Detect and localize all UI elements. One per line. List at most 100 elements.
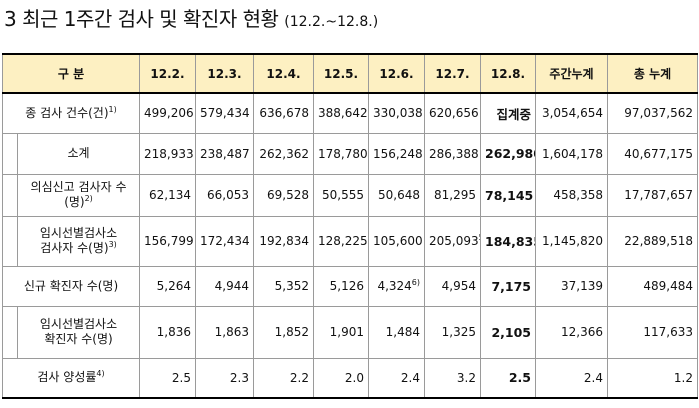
header-date: 12.5. [313, 53, 370, 94]
table-cell-weekly: 458,358 [535, 173, 609, 217]
table-cell: 178,780 [313, 132, 370, 175]
header-date: 12.4. [253, 53, 315, 94]
table-cell: 579,434 [195, 92, 255, 134]
table-cell-total: 17,787,657 [607, 173, 699, 217]
footnote-marker: 5) [479, 233, 480, 242]
table-cell: 105,600 [368, 215, 426, 267]
table-cell-total: 117,633 [607, 305, 699, 359]
table-cell: 5,352 [253, 265, 315, 307]
table-cell: 2.0 [313, 357, 370, 399]
table-cell: 66,053 [195, 173, 255, 217]
table-cell-weekly: 2.4 [535, 357, 609, 399]
table-cell: 5,126 [313, 265, 370, 307]
footnote-marker: 1) [108, 104, 117, 114]
table-cell: 184,835 [480, 215, 537, 267]
table-row: 신규 확진자 수(명) 5,264 4,944 5,352 5,126 4,32… [1, 265, 699, 307]
header-date: 12.3. [195, 53, 255, 94]
table-cell: 1,484 [368, 305, 426, 359]
indent-cell [2, 173, 18, 217]
table-cell: 2.5 [480, 357, 537, 399]
table-cell: 4,944 [195, 265, 255, 307]
header-weekly-total: 주간누계 [535, 53, 609, 94]
table-cell: 69,528 [253, 173, 315, 217]
row-label: 신규 확진자 수(명) [1, 265, 141, 307]
table-cell: 238,487 [195, 132, 255, 175]
title-period: (12.2.~12.8.) [284, 14, 379, 30]
header-date: 12.8. [480, 53, 537, 94]
table-cell: 78,145 [480, 173, 537, 217]
table-row: 검사 양성률4) 2.5 2.3 2.2 2.0 2.4 3.2 2.5 2.4… [1, 357, 699, 399]
table-cell: 62,134 [139, 173, 197, 217]
table-cell: 636,678 [253, 92, 315, 134]
table-row: 종 검사 건수(건)1) 499,206 579,434 636,678 388… [1, 92, 699, 134]
page-title: 3 최근 1주간 검사 및 확진자 현황 (12.2.~12.8.) [4, 4, 378, 34]
table-cell: 262,362 [253, 132, 315, 175]
footnote-marker: 6) [411, 278, 421, 287]
table-cell: 5,264 [139, 265, 197, 307]
table-row: 임시선별검사소 검사자 수(명)3) 156,799 172,434 192,83… [2, 215, 699, 267]
table-cell-weekly: 1,145,820 [535, 215, 609, 267]
table-header-row: 구 분 12.2. 12.3. 12.4. 12.5. 12.6. 12.7. … [1, 53, 699, 94]
table-cell-total: 1.2 [607, 357, 699, 399]
row-label: 종 검사 건수(건)1) [1, 92, 141, 134]
table-cell: 218,933 [139, 132, 197, 175]
table-cell: 330,038 [368, 92, 426, 134]
table-cell: 156,248 [368, 132, 426, 175]
table-cell: 7,175 [480, 265, 537, 307]
table-cell: 50,555 [313, 173, 370, 217]
table-row: 의심신고 검사자 수 (명)2) 62,134 66,053 69,528 50,… [2, 173, 699, 217]
table-cell: 1,836 [139, 305, 197, 359]
table-cell: 1,901 [313, 305, 370, 359]
table-cell: 2.3 [195, 357, 255, 399]
table-cell-weekly: 1,604,178 [535, 132, 609, 175]
indent-cell [2, 132, 18, 175]
header-date: 12.2. [139, 53, 197, 94]
table-cell: 172,434 [195, 215, 255, 267]
table-cell: 156,799 [139, 215, 197, 267]
table-cell-weekly: 37,139 [535, 265, 609, 307]
title-main: 3 최근 1주간 검사 및 확진자 현황 [4, 7, 279, 31]
table-cell-total: 22,889,518 [607, 215, 699, 267]
table-cell: 2.5 [139, 357, 197, 399]
table-cell: 집계중 [480, 92, 537, 134]
table-cell: 192,834 [253, 215, 315, 267]
table-cell-weekly: 3,054,654 [535, 92, 609, 134]
table-row: 소계 218,933 238,487 262,362 178,780 156,2… [2, 132, 699, 175]
row-label: 임시선별검사소 검사자 수(명)3) [16, 215, 141, 267]
table-cell-weekly: 12,366 [535, 305, 609, 359]
table-cell: 1,863 [195, 305, 255, 359]
table-cell: 4,954 [424, 265, 482, 307]
row-label: 검사 양성률4) [1, 357, 141, 399]
table-cell: 205,0935) [424, 215, 482, 267]
table-cell: 388,642 [313, 92, 370, 134]
table-cell: 3.2 [424, 357, 482, 399]
table-cell: 499,206 [139, 92, 197, 134]
table-cell: 2.4 [368, 357, 426, 399]
indent-cell [2, 215, 18, 267]
row-label: 소계 [16, 132, 141, 175]
table-cell-total: 489,484 [607, 265, 699, 307]
row-label: 의심신고 검사자 수 (명)2) [16, 173, 141, 217]
header-date: 12.6. [368, 53, 426, 94]
footnote-marker: 2) [84, 194, 93, 203]
row-label: 임시선별검사소 확진자 수(명) [16, 305, 141, 359]
header-grand-total: 총 누계 [607, 53, 699, 94]
table-cell-total: 97,037,562 [607, 92, 699, 134]
table-cell: 81,295 [424, 173, 482, 217]
table-cell: 50,648 [368, 173, 426, 217]
header-category: 구 분 [1, 53, 141, 94]
covid-testing-table: 구 분 12.2. 12.3. 12.4. 12.5. 12.6. 12.7. … [1, 53, 699, 399]
table-cell: 2.2 [253, 357, 315, 399]
table-cell: 620,656 [424, 92, 482, 134]
table-cell-total: 40,677,175 [607, 132, 699, 175]
header-date: 12.7. [424, 53, 482, 94]
indent-cell [2, 305, 18, 359]
table-cell: 1,852 [253, 305, 315, 359]
table-cell: 1,325 [424, 305, 482, 359]
table-cell: 4,3246) [368, 265, 426, 307]
table-cell: 128,225 [313, 215, 370, 267]
table-cell: 262,980 [480, 132, 537, 175]
footnote-marker: 3) [108, 240, 117, 249]
table-cell: 2,105 [480, 305, 537, 359]
footnote-marker: 4) [96, 369, 105, 379]
